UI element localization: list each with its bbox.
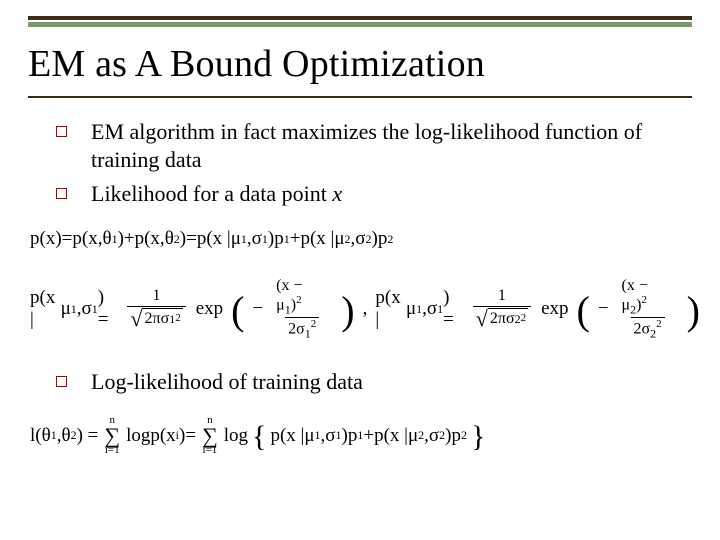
bullet-text: Log-likelihood of training data [91,368,363,396]
bullet-item: Log-likelihood of training data [56,368,680,396]
bullet-item: Likelihood for a data point x [56,180,680,208]
slide: EM as A Bound Optimization EM algorithm … [0,0,720,540]
equation-p-of-x: p(x) = p(x,θ1) + p(x,θ2) = p(x | μ1,σ1) … [30,228,700,250]
header-rule-accent [28,22,692,27]
bullet-marker [56,188,67,199]
bullet-text: EM algorithm in fact maximizes the log-l… [91,118,680,174]
bullet-text: Likelihood for a data point x [91,180,342,208]
equation-log-likelihood: l(θ1,θ2) = n ∑ i=1 log p(xi) = n ∑ i=1 l… [30,416,700,456]
bullet-marker [56,126,67,137]
header-rule-dark [28,16,692,20]
body-bottom: Log-likelihood of training data [56,368,680,402]
title-underline [28,96,692,98]
slide-title: EM as A Bound Optimization [28,42,692,86]
equation-gaussians: p(x | μ1,σ1) = 1 √2πσ12 exp ( − (x − μ1)… [30,278,700,340]
bullet-item: EM algorithm in fact maximizes the log-l… [56,118,680,174]
bullet-marker [56,376,67,387]
body-top: EM algorithm in fact maximizes the log-l… [56,118,680,214]
